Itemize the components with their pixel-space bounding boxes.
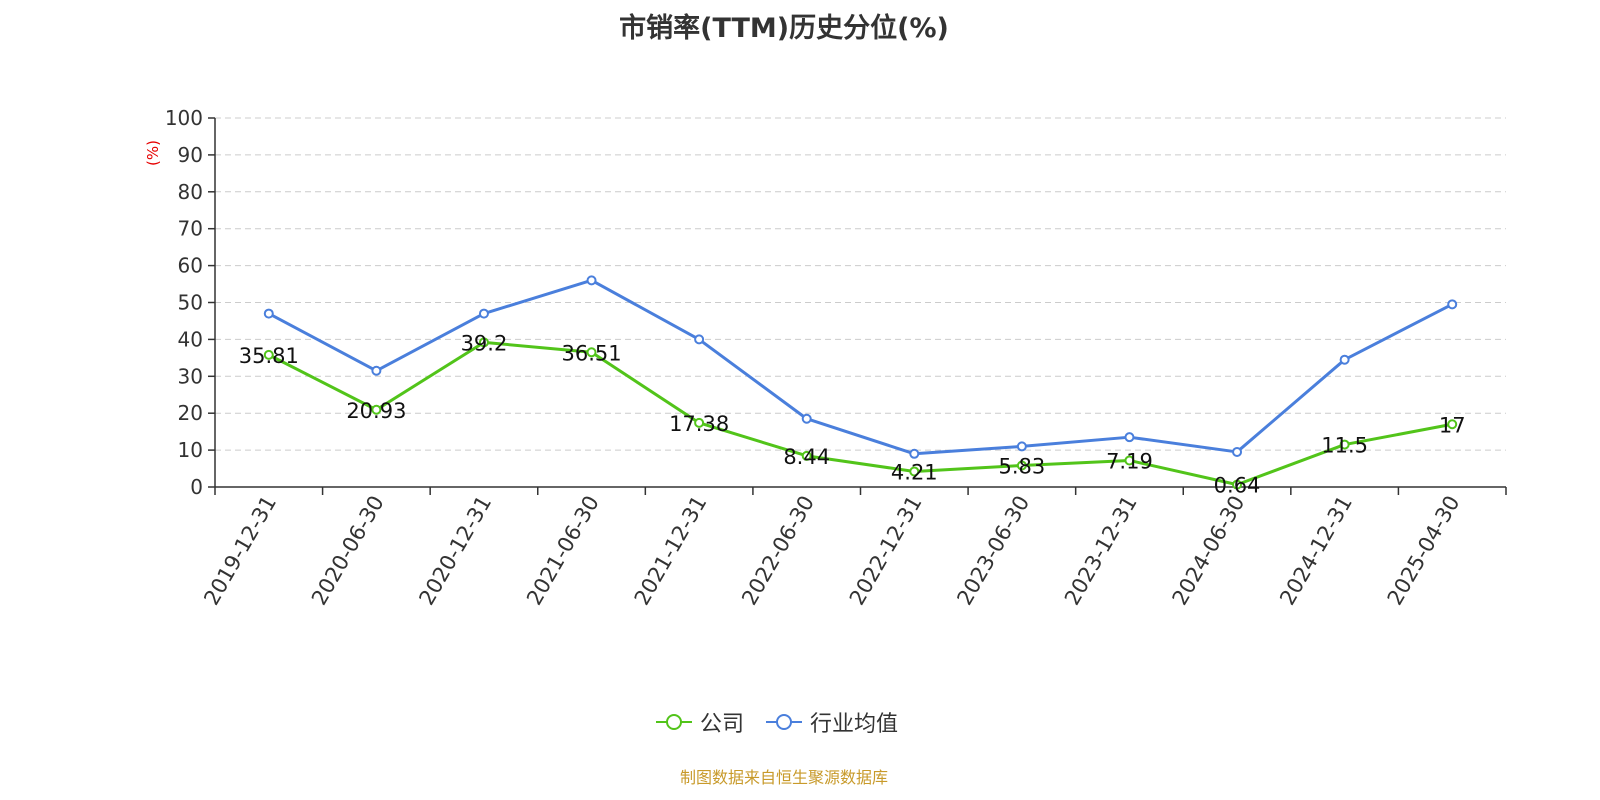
x-tick-label: 2020-12-31: [414, 492, 496, 610]
legend: 公司 行业均值: [0, 706, 1568, 738]
data-point-company: [1124, 455, 1135, 466]
x-tick-label: 2025-04-30: [1383, 492, 1465, 610]
data-point-industry: [694, 334, 705, 345]
data-point-industry: [1339, 354, 1350, 365]
data-label-company: 0.64: [1214, 474, 1261, 498]
series-line-company: [268, 340, 1453, 487]
source-note: 制图数据来自恒生聚源数据库: [679, 768, 888, 787]
data-point-company: [586, 347, 597, 358]
legend-line-circle-icon: [766, 714, 802, 730]
data-point-industry: [371, 365, 382, 376]
data-label-company: 17.38: [669, 412, 729, 436]
x-tick-label: 2023-12-31: [1060, 492, 1142, 610]
y-tick-label: 90: [178, 143, 203, 167]
x-tick-label: 2020-06-30: [307, 492, 389, 610]
data-point-industry: [801, 413, 812, 424]
y-axis-label: (%): [144, 140, 162, 166]
data-point-company: [1232, 479, 1243, 490]
y-tick-label: 50: [178, 291, 203, 315]
data-point-industry: [1232, 446, 1243, 457]
data-label-company: 4.21: [891, 460, 938, 484]
data-label-company: 5.83: [998, 454, 1045, 478]
data-point-company: [801, 450, 812, 461]
x-tick-label: 2022-12-31: [845, 492, 927, 610]
y-tick-label: 0: [190, 475, 203, 499]
data-point-company: [1016, 460, 1027, 471]
legend-item-company[interactable]: 公司: [655, 706, 758, 738]
y-tick-label: 70: [178, 217, 203, 241]
grid-lines: [215, 117, 1506, 451]
x-tick-label: 2022-06-30: [737, 492, 819, 610]
y-tick-label: 10: [178, 438, 203, 462]
data-label-company: 35.81: [239, 344, 299, 368]
data-point-industry: [1124, 432, 1135, 443]
y-tick-label: 40: [178, 327, 203, 351]
x-tick-label: 2021-06-30: [522, 492, 604, 610]
x-tick-label: 2024-12-31: [1275, 492, 1357, 610]
legend-label-company: 公司: [699, 712, 744, 737]
series: [263, 275, 1458, 490]
data-point-company: [694, 417, 705, 428]
data-label-company: 7.19: [1106, 449, 1153, 473]
data-label-company: 17: [1439, 413, 1466, 437]
y-tick-label: 20: [178, 401, 203, 425]
data-point-company: [371, 404, 382, 415]
x-tick-label: 2023-06-30: [952, 492, 1034, 610]
legend-label-industry: 行业均值: [810, 712, 899, 737]
data-point-industry: [478, 308, 489, 319]
x-tick-label: 2019-12-31: [199, 492, 281, 610]
data-point-industry: [1016, 441, 1027, 452]
data-point-company: [909, 466, 920, 477]
data-point-industry: [586, 275, 597, 286]
data-labels: 35.81 20.93 39.2 36.51 17.38 8.44 4.21 5.83 7.19…: [239, 331, 1466, 497]
data-label-company: 8.44: [783, 445, 830, 469]
data-point-company: [1339, 439, 1350, 450]
legend-line-circle-icon: [655, 714, 692, 730]
axes: 0 10 20 30 40 50 60 70 80 90 100(%) 2019-12-31 2020-…: [144, 106, 1507, 610]
data-label-company: 39.2: [461, 331, 508, 355]
x-tick-label: 2021-12-31: [630, 492, 712, 610]
y-tick-label: 30: [178, 364, 203, 388]
series-line-industry: [268, 278, 1453, 456]
data-point-company: [478, 337, 489, 348]
x-tick-label: 2024-06-30: [1168, 492, 1250, 610]
data-point-industry: [909, 448, 920, 459]
chart-title: 市销率(TTM)历史分位(%): [619, 13, 949, 44]
data-point-company: [263, 349, 274, 360]
y-tick-label: 100: [165, 106, 203, 130]
data-label-company: 11.5: [1321, 434, 1368, 458]
legend-item-industry[interactable]: 行业均值: [766, 706, 912, 738]
data-point-industry: [1447, 299, 1458, 310]
data-point-industry: [263, 308, 274, 319]
data-label-company: 36.51: [561, 341, 621, 365]
data-label-company: 20.93: [346, 399, 406, 423]
y-tick-label: 80: [178, 180, 203, 204]
data-point-company: [1447, 419, 1458, 430]
y-tick-label: 60: [178, 254, 203, 278]
